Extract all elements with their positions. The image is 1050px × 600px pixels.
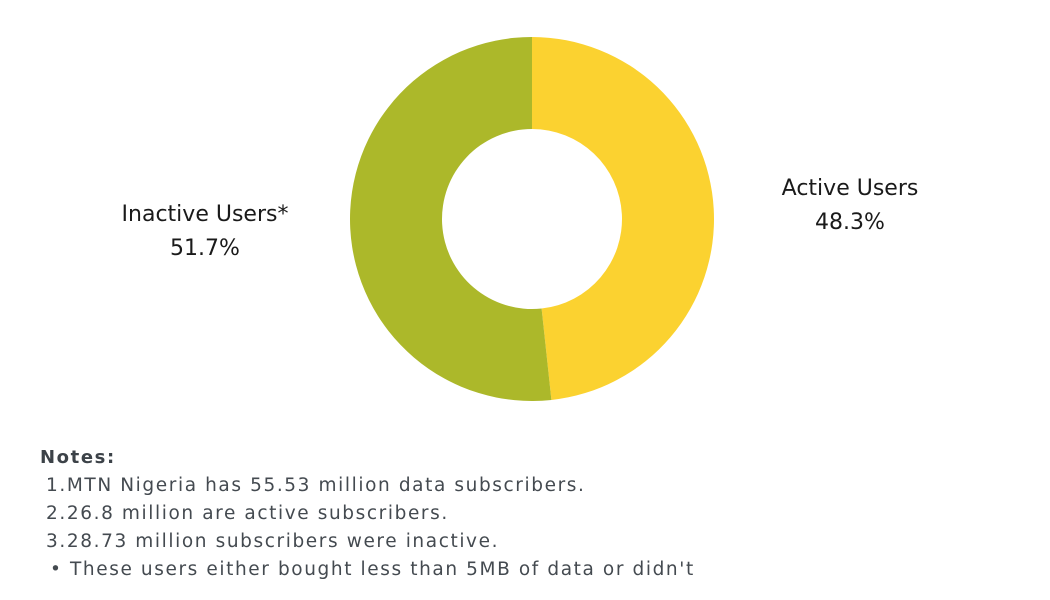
- note-marker: 3.: [46, 531, 67, 552]
- donut-chart: Inactive Users* 51.7% Active Users 48.3%: [90, 36, 950, 401]
- label-inactive-value: 51.7%: [170, 236, 240, 261]
- note-bullet-icon: •: [50, 559, 63, 580]
- segment-active-users[interactable]: [532, 37, 715, 400]
- note-text: MTN Nigeria has 55.53 million data subsc…: [66, 475, 586, 496]
- note-text: 28.73 million subscribers were inactive.: [66, 531, 500, 552]
- note-item: 3.28.73 million subscribers were inactiv…: [40, 528, 695, 556]
- notes-section: Notes: 1.MTN Nigeria has 55.53 million d…: [40, 447, 695, 584]
- note-item: 1.MTN Nigeria has 55.53 million data sub…: [40, 472, 695, 500]
- note-item: • These users either bought less than 5M…: [40, 556, 695, 584]
- label-inactive-name: Inactive Users*: [121, 202, 289, 227]
- label-active-value: 48.3%: [815, 210, 885, 235]
- label-active-name: Active Users: [781, 176, 919, 201]
- note-text: 26.8 million are active subscribers.: [66, 503, 449, 524]
- segment-inactive-users[interactable]: [350, 36, 552, 401]
- label-active-users: Active Users 48.3%: [750, 172, 950, 240]
- donut-chart-svg: [350, 36, 715, 401]
- label-inactive-users: Inactive Users* 51.7%: [90, 198, 320, 266]
- note-marker: 1.: [46, 475, 67, 496]
- notes-title: Notes:: [40, 447, 116, 468]
- note-text: These users either bought less than 5MB …: [70, 559, 695, 580]
- note-item: 2.26.8 million are active subscribers.: [40, 500, 695, 528]
- note-marker: 2.: [46, 503, 67, 524]
